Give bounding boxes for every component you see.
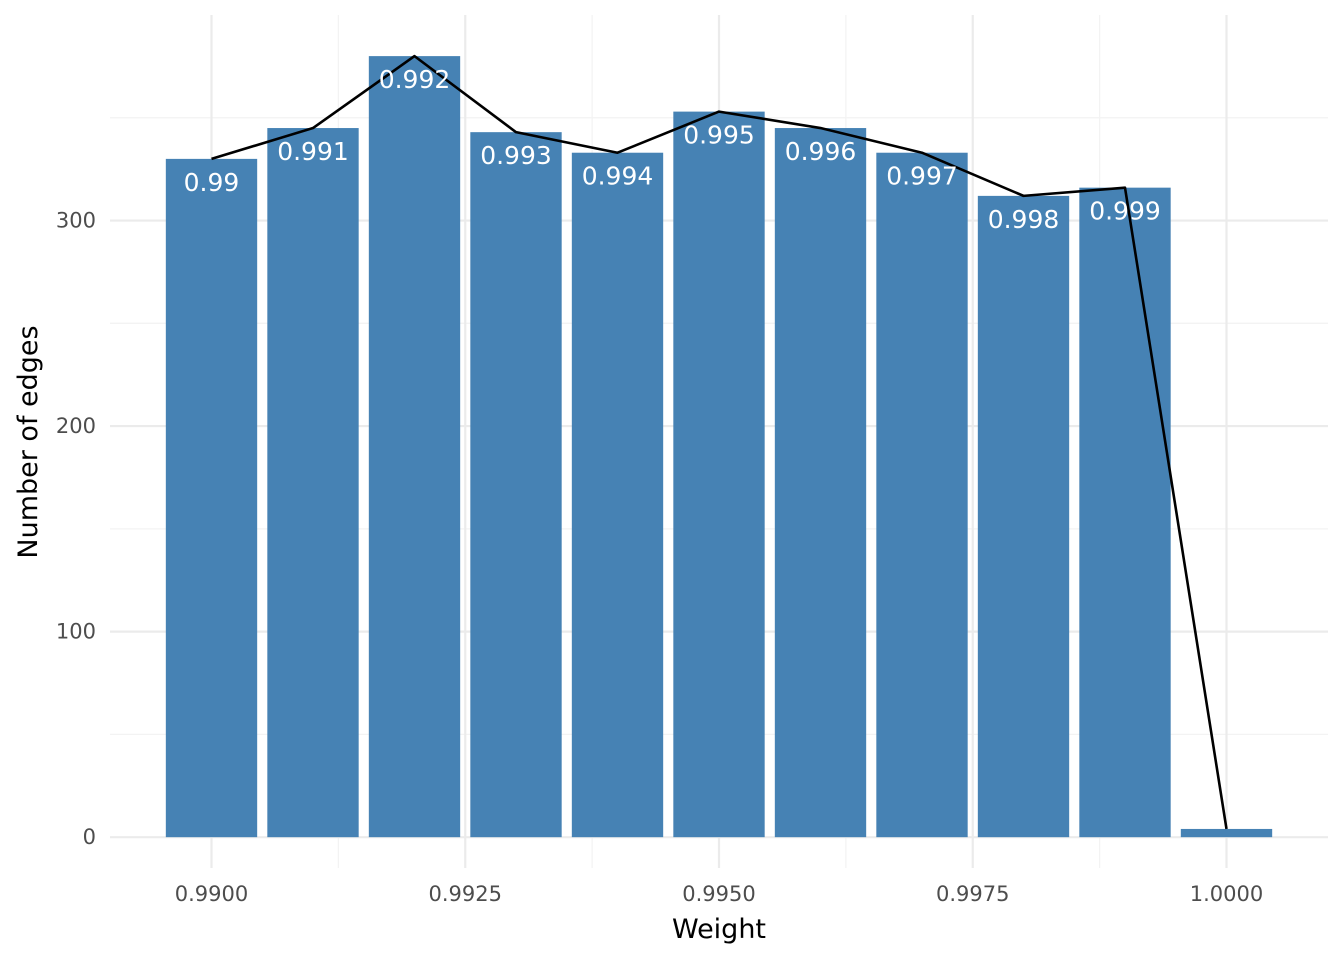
bar-label: 0.997: [886, 162, 958, 191]
x-tick-label: 0.9950: [682, 882, 755, 906]
bar-label: 0.999: [1089, 197, 1161, 226]
bar: [571, 152, 664, 838]
bar: [165, 158, 258, 838]
bar: [774, 128, 867, 838]
bar-label: 0.99: [184, 168, 240, 197]
y-tick-label: 300: [56, 209, 96, 233]
bar: [267, 128, 359, 838]
bar: [1079, 187, 1171, 838]
bar-label: 0.993: [480, 141, 552, 170]
bar-label: 0.996: [785, 137, 857, 166]
bars: [165, 56, 1273, 838]
bar: [876, 152, 968, 838]
x-axis-title: Weight: [672, 914, 766, 945]
bar: [1180, 828, 1273, 838]
x-tick-label: 0.9900: [175, 882, 248, 906]
y-tick-label: 200: [56, 414, 96, 438]
x-tick-label: 1.0000: [1190, 882, 1263, 906]
bar: [470, 132, 562, 838]
bar-label: 0.998: [988, 205, 1060, 234]
x-tick-label: 0.9925: [429, 882, 502, 906]
bar: [977, 195, 1070, 838]
bar-label: 0.995: [683, 121, 755, 150]
y-axis-title: Number of edges: [13, 325, 44, 558]
x-tick-label: 0.9975: [936, 882, 1009, 906]
y-tick-label: 0: [83, 825, 96, 849]
bar-label: 0.994: [582, 162, 654, 191]
series-line: [211, 54, 1228, 830]
trend-line: [211, 54, 1228, 830]
y-tick-label: 100: [56, 620, 96, 644]
bar-label: 0.991: [277, 137, 349, 166]
y-axis-ticks: 0 100 200 300: [56, 209, 96, 850]
bar-labels: 0.99 0.991 0.992 0.993 0.994 0.995 0.996 0.997 0…: [184, 65, 1161, 234]
bar: [368, 56, 461, 838]
bar: [673, 111, 765, 838]
bar-label: 0.992: [379, 65, 451, 94]
x-axis-ticks: 0.9900 0.9925 0.9950 0.9975 1.0000: [175, 882, 1263, 906]
